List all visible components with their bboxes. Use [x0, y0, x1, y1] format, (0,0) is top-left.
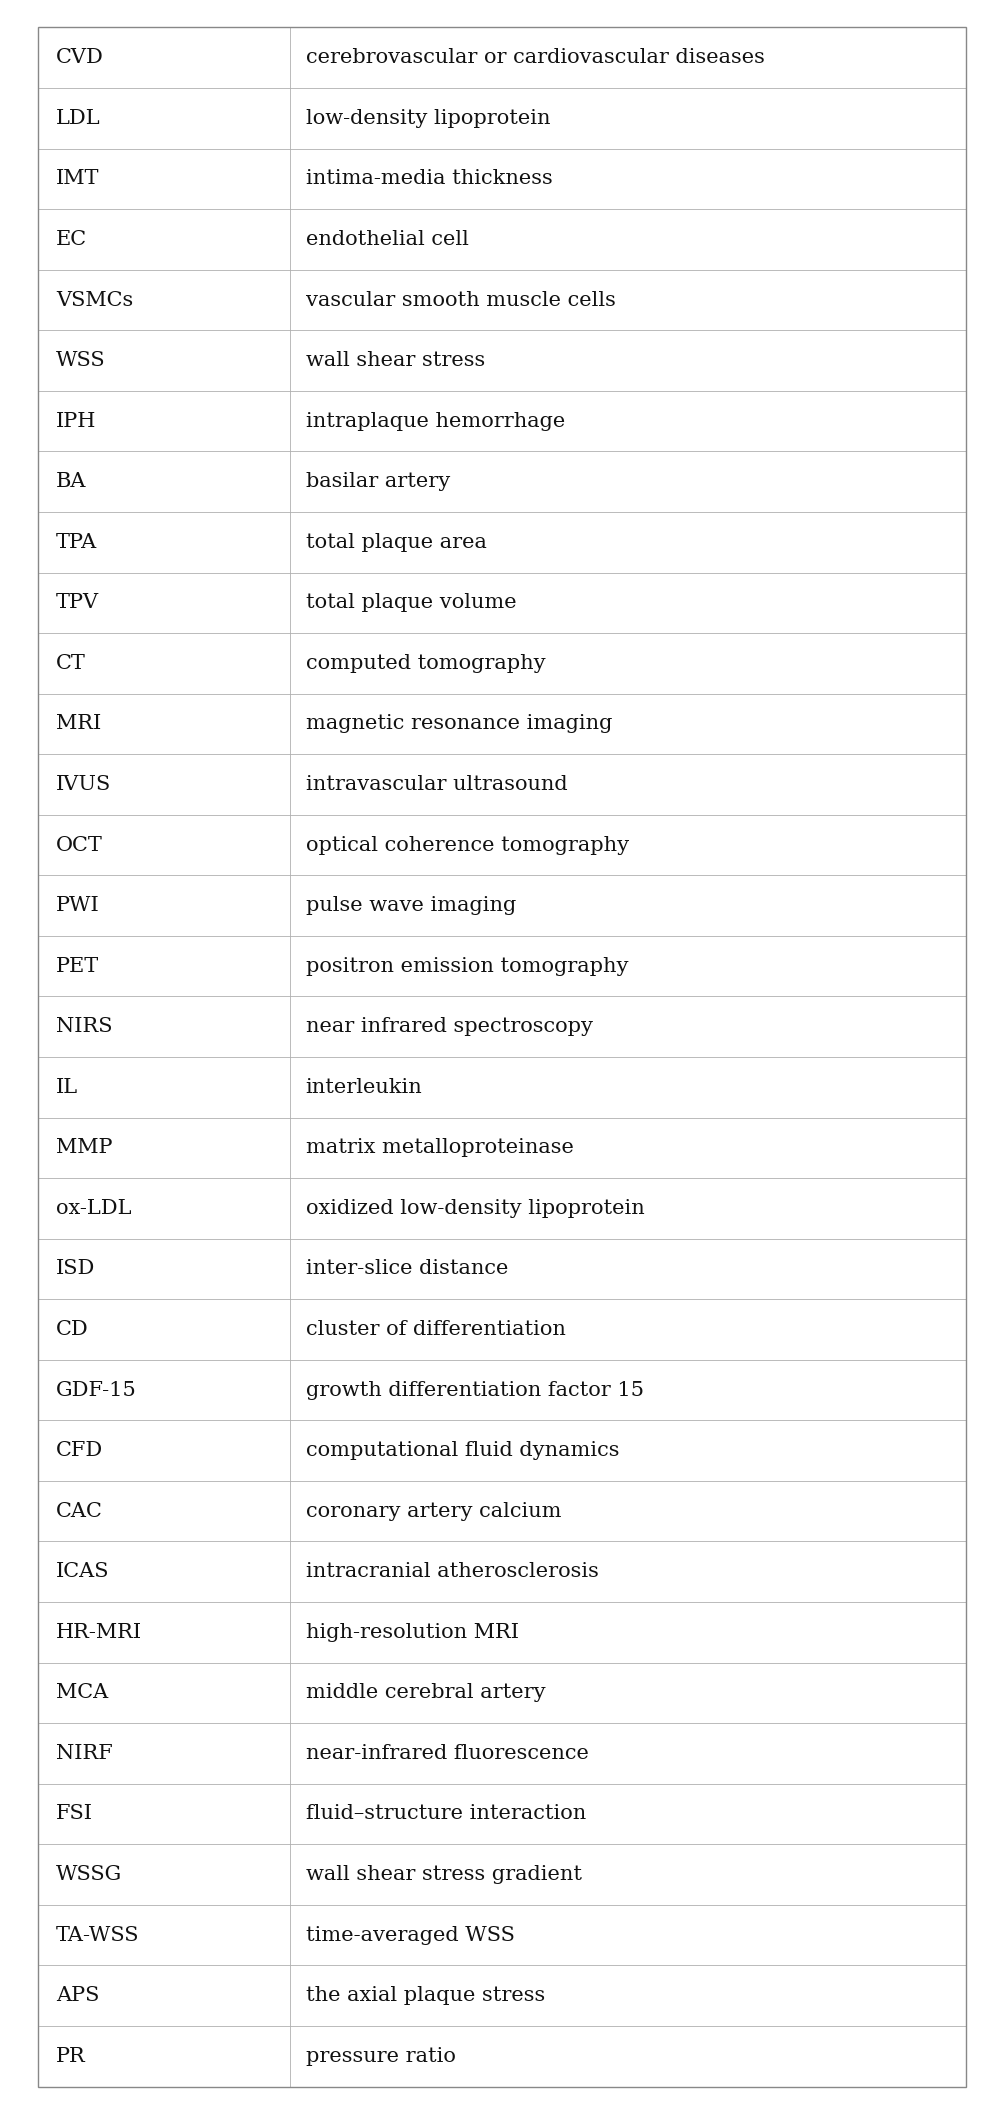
- Text: APS: APS: [56, 1987, 99, 2006]
- Text: NIRS: NIRS: [56, 1017, 112, 1036]
- Text: FSI: FSI: [56, 1805, 93, 1824]
- Text: GDF-15: GDF-15: [56, 1380, 136, 1399]
- Text: CFD: CFD: [56, 1442, 103, 1461]
- Text: IL: IL: [56, 1078, 78, 1097]
- Text: TPV: TPV: [56, 594, 99, 613]
- Text: CT: CT: [56, 653, 86, 672]
- Text: intraplaque hemorrhage: intraplaque hemorrhage: [305, 412, 565, 431]
- Text: CAC: CAC: [56, 1501, 103, 1520]
- Text: interleukin: interleukin: [305, 1078, 422, 1097]
- Text: computed tomography: computed tomography: [305, 653, 545, 672]
- Text: TA-WSS: TA-WSS: [56, 1926, 139, 1945]
- Text: MCA: MCA: [56, 1683, 108, 1702]
- Text: MMP: MMP: [56, 1137, 112, 1156]
- Text: near infrared spectroscopy: near infrared spectroscopy: [305, 1017, 592, 1036]
- Text: fluid–structure interaction: fluid–structure interaction: [305, 1805, 585, 1824]
- Text: PET: PET: [56, 958, 99, 977]
- Text: cluster of differentiation: cluster of differentiation: [305, 1319, 565, 1338]
- Text: positron emission tomography: positron emission tomography: [305, 958, 628, 977]
- Text: PWI: PWI: [56, 896, 100, 915]
- Text: MRI: MRI: [56, 715, 101, 734]
- Text: oxidized low-density lipoprotein: oxidized low-density lipoprotein: [305, 1199, 644, 1218]
- Text: WSSG: WSSG: [56, 1865, 122, 1884]
- Text: endothelial cell: endothelial cell: [305, 230, 468, 249]
- Text: time-averaged WSS: time-averaged WSS: [305, 1926, 514, 1945]
- Text: IPH: IPH: [56, 412, 96, 431]
- Text: intima-media thickness: intima-media thickness: [305, 169, 552, 188]
- Text: HR-MRI: HR-MRI: [56, 1624, 142, 1643]
- Text: low-density lipoprotein: low-density lipoprotein: [305, 108, 550, 127]
- Text: near-infrared fluorescence: near-infrared fluorescence: [305, 1744, 588, 1763]
- Text: OCT: OCT: [56, 835, 103, 854]
- Text: LDL: LDL: [56, 108, 100, 127]
- Text: IVUS: IVUS: [56, 776, 111, 795]
- Text: total plaque area: total plaque area: [305, 533, 485, 552]
- Text: CVD: CVD: [56, 49, 104, 68]
- Text: VSMCs: VSMCs: [56, 290, 133, 309]
- Text: NIRF: NIRF: [56, 1744, 113, 1763]
- Text: magnetic resonance imaging: magnetic resonance imaging: [305, 715, 611, 734]
- Text: middle cerebral artery: middle cerebral artery: [305, 1683, 545, 1702]
- Text: vascular smooth muscle cells: vascular smooth muscle cells: [305, 290, 615, 309]
- Text: IMT: IMT: [56, 169, 99, 188]
- Text: pressure ratio: pressure ratio: [305, 2046, 455, 2065]
- Text: CD: CD: [56, 1319, 89, 1338]
- Text: intracranial atherosclerosis: intracranial atherosclerosis: [305, 1562, 598, 1581]
- Text: pulse wave imaging: pulse wave imaging: [305, 896, 516, 915]
- Text: TPA: TPA: [56, 533, 97, 552]
- Text: ISD: ISD: [56, 1260, 95, 1279]
- Text: ox-LDL: ox-LDL: [56, 1199, 131, 1218]
- Text: EC: EC: [56, 230, 87, 249]
- Text: cerebrovascular or cardiovascular diseases: cerebrovascular or cardiovascular diseas…: [305, 49, 763, 68]
- Text: BA: BA: [56, 471, 86, 490]
- Text: PR: PR: [56, 2046, 86, 2065]
- Text: optical coherence tomography: optical coherence tomography: [305, 835, 628, 854]
- Text: inter-slice distance: inter-slice distance: [305, 1260, 508, 1279]
- Text: basilar artery: basilar artery: [305, 471, 449, 490]
- Text: intravascular ultrasound: intravascular ultrasound: [305, 776, 567, 795]
- Text: wall shear stress: wall shear stress: [305, 351, 484, 370]
- Text: WSS: WSS: [56, 351, 105, 370]
- Text: high-resolution MRI: high-resolution MRI: [305, 1624, 518, 1643]
- Text: growth differentiation factor 15: growth differentiation factor 15: [305, 1380, 643, 1399]
- Text: matrix metalloproteinase: matrix metalloproteinase: [305, 1137, 573, 1156]
- Text: ICAS: ICAS: [56, 1562, 109, 1581]
- Text: the axial plaque stress: the axial plaque stress: [305, 1987, 545, 2006]
- Text: computational fluid dynamics: computational fluid dynamics: [305, 1442, 619, 1461]
- Text: wall shear stress gradient: wall shear stress gradient: [305, 1865, 581, 1884]
- Text: total plaque volume: total plaque volume: [305, 594, 516, 613]
- Text: coronary artery calcium: coronary artery calcium: [305, 1501, 561, 1520]
